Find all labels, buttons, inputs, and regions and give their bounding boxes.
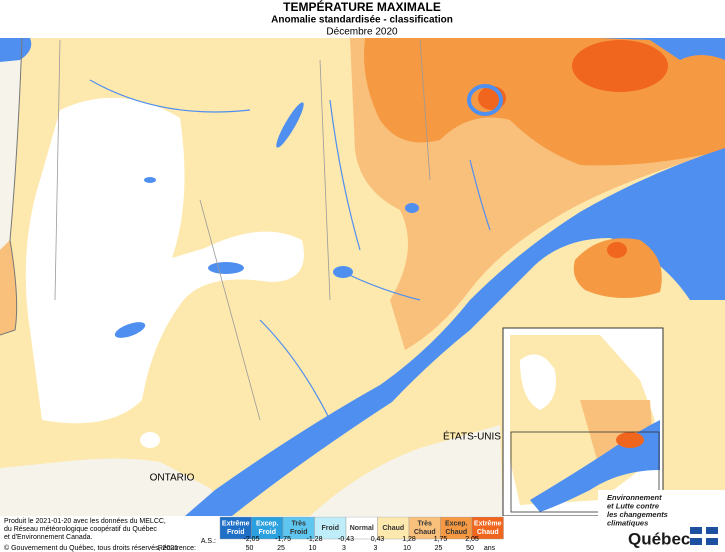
legend-label: Extrême: [474, 521, 502, 528]
threshold: -1,28: [307, 536, 323, 543]
extreme-warm-area: [572, 40, 668, 92]
threshold: -0,43: [338, 536, 354, 543]
threshold: 2,05: [465, 536, 479, 543]
usa: [310, 425, 503, 516]
threshold: 1,75: [434, 536, 448, 543]
credit-line: et d'Environnement Canada.: [4, 534, 93, 541]
legend-label: Chaud: [382, 525, 404, 532]
legend-label: Froid: [290, 529, 308, 536]
credit-line: du Réseau météorologique coopératif du Q…: [4, 526, 157, 533]
river: [329, 99, 361, 251]
normal-area: [140, 432, 160, 448]
recurrence: 50: [466, 545, 474, 552]
extreme-warm-area: [607, 242, 627, 258]
threshold: 1,28: [402, 536, 416, 543]
subtitle: Anomalie standardisée - classification: [271, 15, 453, 26]
inset-extent: [510, 431, 660, 513]
inset-map: [502, 327, 664, 517]
threshold: -2,05: [244, 536, 260, 543]
legend-label: Froid: [322, 525, 340, 532]
ungava-bay: [600, 38, 725, 60]
thresholds-label: A.S.:: [201, 538, 216, 545]
recurrence-label: Récurrence:: [158, 545, 196, 552]
lake: [276, 102, 304, 148]
legend-label: Extrême: [222, 521, 250, 528]
river: [89, 79, 251, 113]
flag: [690, 527, 718, 545]
warm-west: [0, 240, 17, 335]
logo-ministry: Environnement: [607, 493, 662, 502]
logo-ministry: les changements: [607, 510, 668, 519]
logo-ministry: et Lutte contre: [607, 501, 659, 510]
recurrence: 3: [374, 545, 378, 552]
normal-area: [25, 97, 304, 424]
legend-label: Froid: [259, 529, 277, 536]
legend-label: Chaud: [477, 529, 499, 536]
river: [342, 271, 421, 301]
recurrence: 25: [435, 545, 443, 552]
river: [469, 159, 491, 231]
lake: [405, 203, 419, 213]
logo-ministry: climatiques: [607, 518, 648, 527]
legend-label: Froid: [227, 529, 245, 536]
gaspesie: [573, 238, 662, 299]
map-label: ÉTATS-UNIS: [443, 430, 501, 443]
region-border: [54, 39, 431, 421]
legend-label: Excep.: [256, 521, 279, 528]
recurrence: 25: [277, 545, 285, 552]
legend-label: Chaud: [445, 529, 467, 536]
inset-normal: [520, 354, 556, 410]
ontario-north: [0, 38, 22, 250]
lake: [144, 177, 156, 183]
legend-label: Très: [292, 521, 307, 528]
border: [0, 37, 23, 336]
copyright: © Gouvernement du Québec, tous droits ré…: [4, 544, 178, 552]
credits: Produit le 2021-01-20 avec les données d…: [4, 518, 178, 552]
legend-label: Excep.: [445, 521, 468, 528]
legend-label: Chaud: [414, 529, 436, 536]
map-label: ONTARIO: [150, 473, 195, 484]
st-lawrence: [185, 148, 725, 516]
recurrence: 50: [246, 545, 254, 552]
date: Décembre 2020: [326, 27, 398, 38]
lake: [208, 262, 244, 274]
inset-hot: [616, 432, 644, 448]
recurrence-unit: ans: [484, 545, 496, 552]
river: [259, 319, 331, 421]
legend-label: Normal: [350, 525, 374, 532]
flag-cross: [690, 534, 718, 538]
recurrence: 10: [309, 545, 317, 552]
lake: [114, 322, 146, 338]
recurrence: 10: [403, 545, 411, 552]
threshold: 0,43: [371, 536, 385, 543]
hudson-bay: [0, 38, 32, 62]
title: TEMPÉRATURE MAXIMALE: [283, 0, 441, 14]
recurrence: 3: [342, 545, 346, 552]
ontario: [0, 458, 230, 516]
legend-label: Très: [418, 521, 433, 528]
map: [0, 37, 725, 516]
threshold: -1,75: [275, 536, 291, 543]
credit-line: Produit le 2021-01-20 avec les données d…: [4, 518, 166, 525]
manicouagan: [467, 84, 503, 116]
legend-swatch: [471, 516, 504, 540]
logo-name: Québec: [628, 529, 690, 548]
